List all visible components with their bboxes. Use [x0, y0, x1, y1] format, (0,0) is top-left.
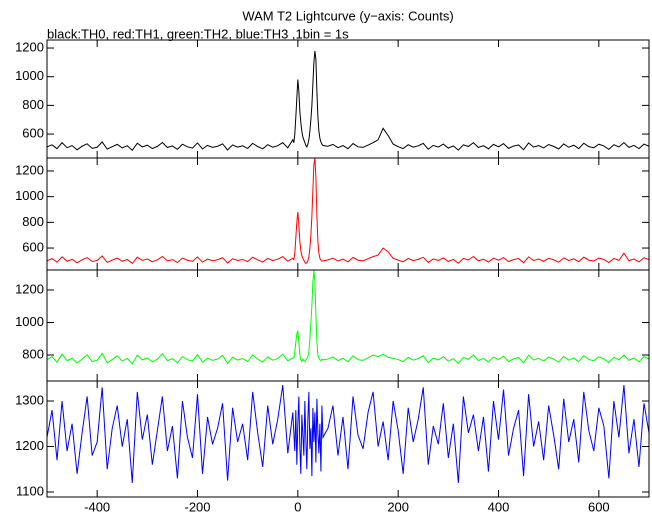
y-tick-label: 1200 [15, 162, 44, 177]
x-tick-label: 600 [588, 499, 610, 514]
y-tick-label: 1200 [15, 438, 44, 453]
y-tick-label: 1200 [15, 281, 44, 296]
y-tick-label: 1000 [15, 68, 44, 83]
y-tick-label: 1000 [15, 314, 44, 329]
y-tick-label: 800 [22, 214, 44, 229]
chart-title: WAM T2 Lightcurve (y−axis: Counts) [242, 8, 453, 23]
x-tick-label: 400 [488, 499, 510, 514]
x-tick-label: 200 [387, 499, 409, 514]
y-tick-label: 1300 [15, 392, 44, 407]
chart-subtitle: black:TH0, red:TH1, green:TH2, blue:TH3 … [47, 26, 349, 41]
y-tick-label: 800 [22, 97, 44, 112]
panel-frame [46, 380, 650, 498]
y-tick-label: 800 [22, 346, 44, 361]
panel-frame [46, 269, 650, 382]
x-tick-label: -400 [84, 499, 110, 514]
panel-frame [46, 39, 650, 159]
x-tick-label: -200 [184, 499, 210, 514]
light-curve [46, 270, 650, 365]
light-curve [46, 158, 650, 265]
light-curve [46, 50, 650, 152]
y-tick-label: 1200 [15, 39, 44, 54]
y-tick-label: 600 [22, 239, 44, 254]
x-tick-label: 0 [294, 499, 301, 514]
y-tick-label: 1000 [15, 188, 44, 203]
y-tick-label: 1100 [16, 483, 44, 498]
panel-frame [46, 157, 650, 271]
y-tick-label: 600 [22, 125, 44, 140]
light-curve [46, 385, 650, 483]
